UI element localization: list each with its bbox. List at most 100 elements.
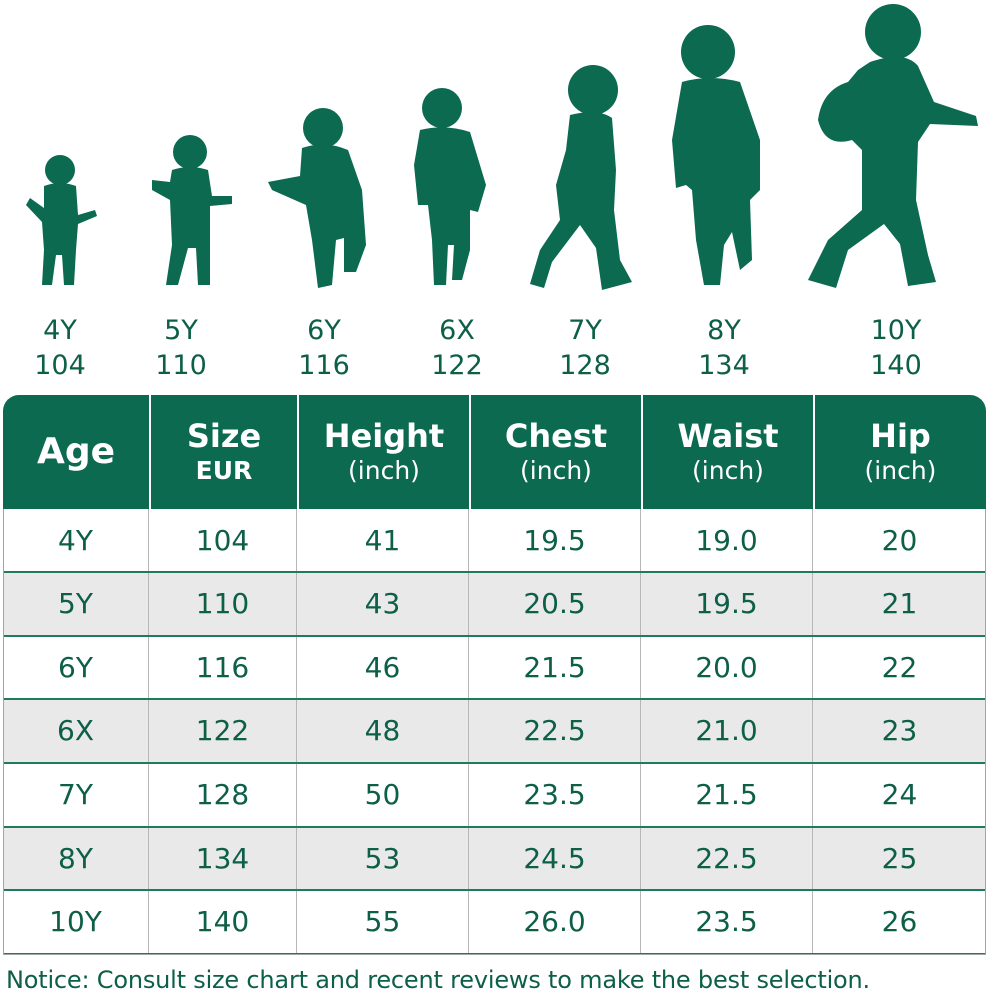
row-divider (3, 635, 986, 637)
cell-height: 46 (297, 636, 469, 699)
toddler-4y-icon (26, 155, 97, 285)
cell-height: 55 (297, 890, 469, 953)
cell-height: 53 (297, 827, 469, 890)
cell-waist: 19.5 (641, 572, 813, 635)
header-size: Size EUR (151, 395, 297, 509)
cell-chest: 19.5 (469, 509, 641, 572)
header-label: Hip (870, 417, 931, 455)
figure-label-3: 6X 122 (397, 313, 517, 383)
cell-chest: 21.5 (469, 636, 641, 699)
header-sublabel: EUR (195, 456, 253, 485)
notice-text: Notice: Consult size chart and recent re… (6, 966, 870, 994)
figure-age: 5Y (164, 315, 198, 346)
header-label: Waist (677, 417, 779, 455)
header-divider (149, 395, 151, 509)
child-silhouette-group (26, 4, 978, 290)
cell-size: 104 (149, 509, 297, 572)
figure-size: 110 (155, 350, 207, 381)
table-row: 6X 122 48 22.5 21.0 23 (3, 699, 986, 762)
cell-size: 128 (149, 763, 297, 826)
header-sublabel: (inch) (348, 456, 420, 485)
header-label: Size (186, 417, 262, 455)
figure-label-4: 7Y 128 (525, 313, 645, 383)
child-8y-icon (672, 25, 760, 285)
header-sublabel: (inch) (520, 456, 592, 485)
figure-age: 10Y (870, 315, 922, 346)
row-divider (3, 571, 986, 573)
cell-age: 4Y (3, 509, 149, 572)
header-height: Height (inch) (299, 395, 469, 509)
cell-hip: 22 (881, 651, 918, 684)
header-sublabel: (inch) (864, 456, 937, 485)
header-hip: Hip (inch) (815, 395, 986, 509)
cell-hip: 25 (881, 842, 918, 875)
cell-size: 140 (149, 890, 297, 953)
cell-chest: 20.5 (469, 572, 641, 635)
cell-size: 116 (149, 636, 297, 699)
cell-waist: 22.5 (641, 827, 813, 890)
header-sublabel: (inch) (692, 456, 764, 485)
child-6x-icon (414, 88, 486, 285)
header-label: Chest (504, 417, 608, 455)
cell-waist: 23.5 (641, 890, 813, 953)
table-row: 10Y 140 55 26.0 23.5 26 (3, 890, 986, 953)
cell-hip: 23 (881, 714, 918, 747)
cell-hip: 21 (881, 587, 918, 620)
row-divider (3, 953, 986, 955)
header-label: Height (323, 417, 445, 455)
figure-age: 6Y (307, 315, 341, 346)
cell-size: 110 (149, 572, 297, 635)
cell-size: 134 (149, 827, 297, 890)
cell-height: 48 (297, 699, 469, 762)
child-5y-icon (152, 135, 232, 285)
figure-label-5: 8Y 134 (664, 313, 784, 383)
cell-chest: 22.5 (469, 699, 641, 762)
cell-age: 7Y (3, 763, 149, 826)
cell-age: 8Y (3, 827, 149, 890)
table-row: 4Y 104 41 19.5 19.0 20 (3, 509, 986, 572)
figure-age: 6X (439, 315, 475, 346)
cell-height: 50 (297, 763, 469, 826)
header-chest: Chest (inch) (471, 395, 641, 509)
table-row: 8Y 134 53 24.5 22.5 25 (3, 827, 986, 890)
figure-size: 140 (870, 350, 922, 381)
row-divider (3, 826, 986, 828)
cell-chest: 23.5 (469, 763, 641, 826)
cell-waist: 21.0 (641, 699, 813, 762)
cell-age: 10Y (3, 890, 149, 953)
cell-waist: 21.5 (641, 763, 813, 826)
table-frame (3, 509, 986, 955)
header-divider (297, 395, 299, 509)
child-10y-icon (808, 4, 978, 288)
figure-label-1: 5Y 110 (121, 313, 241, 383)
child-6y-icon (268, 108, 366, 288)
cell-waist: 19.0 (641, 509, 813, 572)
cell-age: 6X (3, 699, 149, 762)
cell-chest: 26.0 (469, 890, 641, 953)
row-divider (3, 762, 986, 764)
header-divider (641, 395, 643, 509)
cell-hip: 20 (881, 524, 918, 557)
table-row: 6Y 116 46 21.5 20.0 22 (3, 636, 986, 699)
row-divider (3, 698, 986, 700)
figure-size: 134 (698, 350, 750, 381)
cell-hip: 24 (881, 778, 918, 811)
row-divider (3, 889, 986, 891)
cell-height: 41 (297, 509, 469, 572)
table-header (3, 395, 986, 509)
figure-size: 104 (34, 350, 86, 381)
figure-age: 7Y (568, 315, 602, 346)
figure-age: 8Y (707, 315, 741, 346)
cell-height: 43 (297, 572, 469, 635)
figure-size: 128 (559, 350, 611, 381)
cell-chest: 24.5 (469, 827, 641, 890)
child-7y-icon (530, 65, 632, 290)
figure-label-0: 4Y 104 (0, 313, 120, 383)
table-row: 5Y 110 43 20.5 19.5 21 (3, 572, 986, 635)
cell-age: 6Y (3, 636, 149, 699)
cell-hip: 26 (881, 905, 918, 938)
cell-age: 5Y (3, 572, 149, 635)
figure-label-6: 10Y 140 (836, 313, 956, 383)
cell-waist: 20.0 (641, 636, 813, 699)
figure-size: 122 (431, 350, 483, 381)
